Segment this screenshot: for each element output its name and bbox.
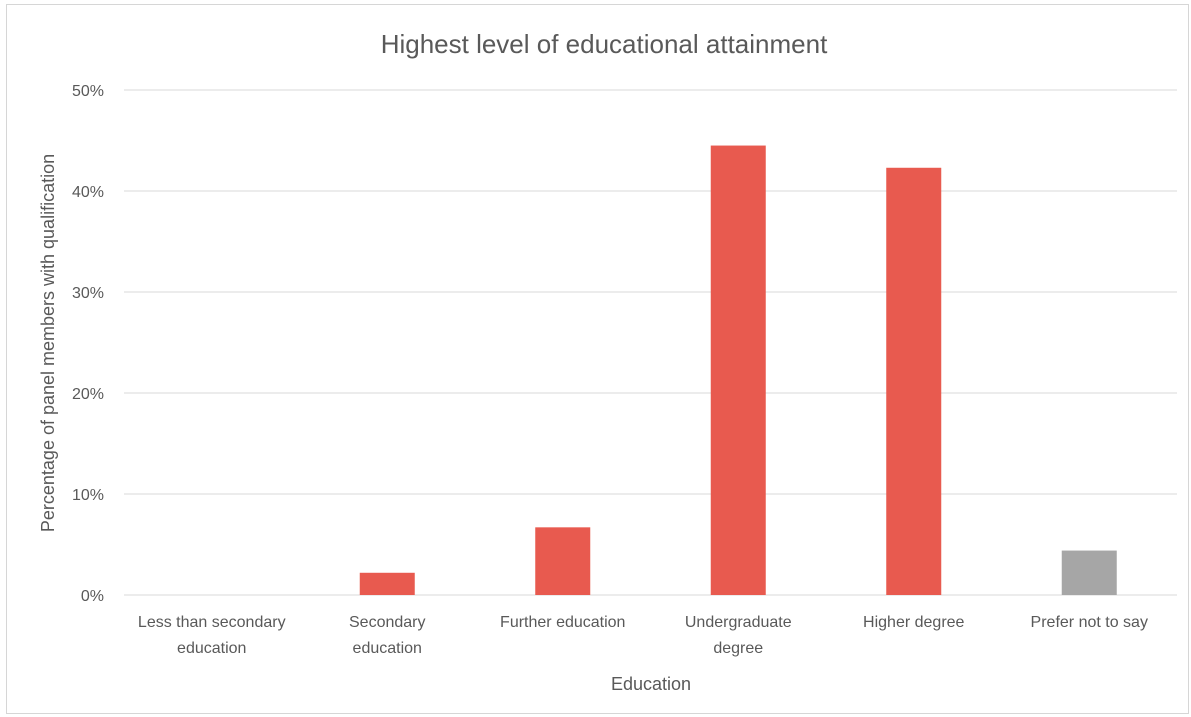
- y-tick-label: 20%: [72, 386, 104, 403]
- bars: [359, 145, 1117, 596]
- y-tick-label: 50%: [72, 83, 104, 100]
- y-tick-label: 0%: [81, 588, 104, 605]
- chart-title: Highest level of educational attainment: [381, 29, 828, 59]
- y-axis-title: Percentage of panel members with qualifi…: [38, 154, 58, 532]
- bar: [886, 167, 942, 595]
- bar: [1061, 550, 1117, 595]
- x-category-label: Further education: [500, 614, 625, 631]
- bar: [535, 527, 591, 595]
- x-axis-categories: Less than secondary education Secondary edu…: [138, 614, 1148, 657]
- bar: [359, 572, 415, 595]
- y-tick-label: 10%: [72, 487, 104, 504]
- gridlines: [124, 89, 1177, 596]
- bar: [710, 145, 766, 596]
- x-category-label: Prefer not to say: [1031, 614, 1148, 631]
- x-category-label: Secondary education: [349, 614, 426, 657]
- y-axis-ticks: 0% 10% 20% 30% 40% 50%: [72, 83, 104, 605]
- y-tick-label: 30%: [72, 285, 104, 302]
- x-axis-title: Education: [611, 674, 691, 694]
- x-category-label: Undergraduate degree: [685, 614, 792, 657]
- x-category-label: Higher degree: [863, 614, 965, 631]
- x-category-label: Less than secondary education: [138, 614, 286, 657]
- y-tick-label: 40%: [72, 184, 104, 201]
- chart-frame: [6, 4, 1189, 714]
